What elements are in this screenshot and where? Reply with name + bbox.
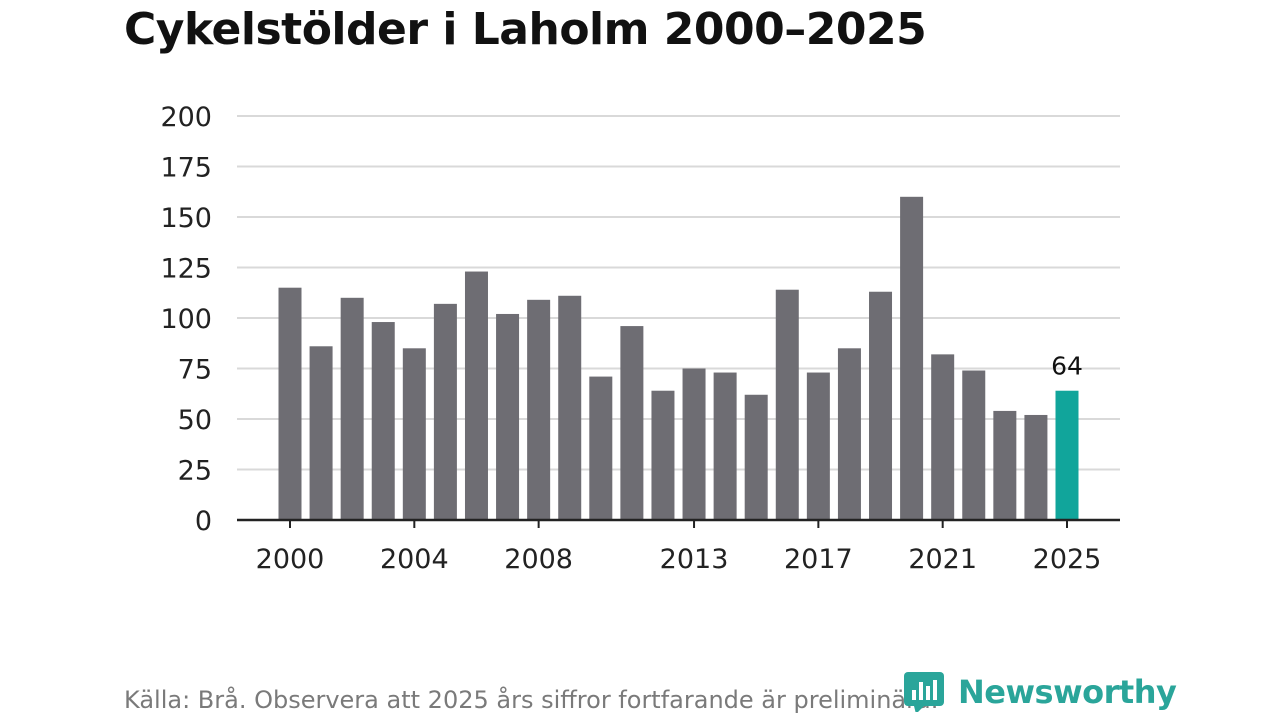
bar-2004 [402, 348, 426, 520]
x-tick-label: 2013 [660, 544, 729, 575]
bar-2025 [1055, 390, 1079, 520]
bar-2015 [744, 394, 768, 520]
bar-2013 [682, 368, 706, 520]
x-tick-label: 2004 [380, 544, 449, 575]
bar-2014 [713, 372, 737, 520]
bar-2002 [340, 297, 364, 520]
bar-2016 [775, 289, 799, 520]
bar-2006 [464, 271, 488, 520]
newsworthy-logo[interactable]: Newsworthy [904, 672, 1177, 712]
x-tick-label: 2025 [1033, 544, 1102, 575]
bar-2022 [962, 370, 986, 520]
x-tick-label: 2021 [908, 544, 977, 575]
highlight-value-label: 64 [1051, 352, 1083, 381]
newsworthy-logo-text: Newsworthy [958, 673, 1177, 711]
x-tick-label: 2000 [256, 544, 325, 575]
bar-2000 [278, 287, 302, 520]
bar-2003 [371, 322, 395, 520]
bar-2017 [806, 372, 830, 520]
y-tick-label: 50 [178, 405, 212, 436]
bar-2008 [527, 299, 551, 520]
bar-2021 [931, 354, 955, 520]
y-tick-label: 200 [160, 102, 212, 133]
newsworthy-logo-icon [904, 672, 944, 712]
y-tick-label: 0 [195, 506, 212, 537]
bar-2012 [651, 390, 675, 520]
y-tick-label: 25 [178, 456, 212, 487]
bar-2011 [620, 326, 644, 520]
bar-2005 [433, 303, 457, 520]
bar-2007 [496, 313, 520, 520]
bars [278, 196, 1079, 521]
bar-2020 [900, 196, 924, 521]
gridlines [237, 115, 1120, 471]
data-labels: 64 [1051, 352, 1083, 381]
x-tick-label: 2008 [504, 544, 573, 575]
source-note: Källa: Brå. Observera att 2025 års siffr… [124, 686, 939, 714]
y-tick-label: 175 [160, 153, 212, 184]
y-tick-label: 150 [160, 203, 212, 234]
bar-2019 [869, 291, 893, 520]
bar-2001 [309, 346, 333, 520]
bar-2009 [558, 295, 582, 520]
y-tick-label: 125 [160, 254, 212, 285]
bar-2024 [1024, 414, 1048, 520]
y-tick-label: 100 [160, 304, 212, 335]
bar-2010 [589, 376, 613, 520]
chart-title: Cykelstölder i Laholm 2000–2025 [124, 4, 927, 55]
x-axis: 2000 2004 2008 2013 2017 2021 2025 [237, 518, 1120, 575]
y-axis-ticks: 0 25 50 75 100 125 150 175 200 [160, 102, 212, 537]
y-tick-label: 75 [178, 355, 212, 386]
bar-2023 [993, 410, 1017, 520]
bar-2018 [837, 348, 861, 520]
x-tick-label: 2017 [784, 544, 853, 575]
